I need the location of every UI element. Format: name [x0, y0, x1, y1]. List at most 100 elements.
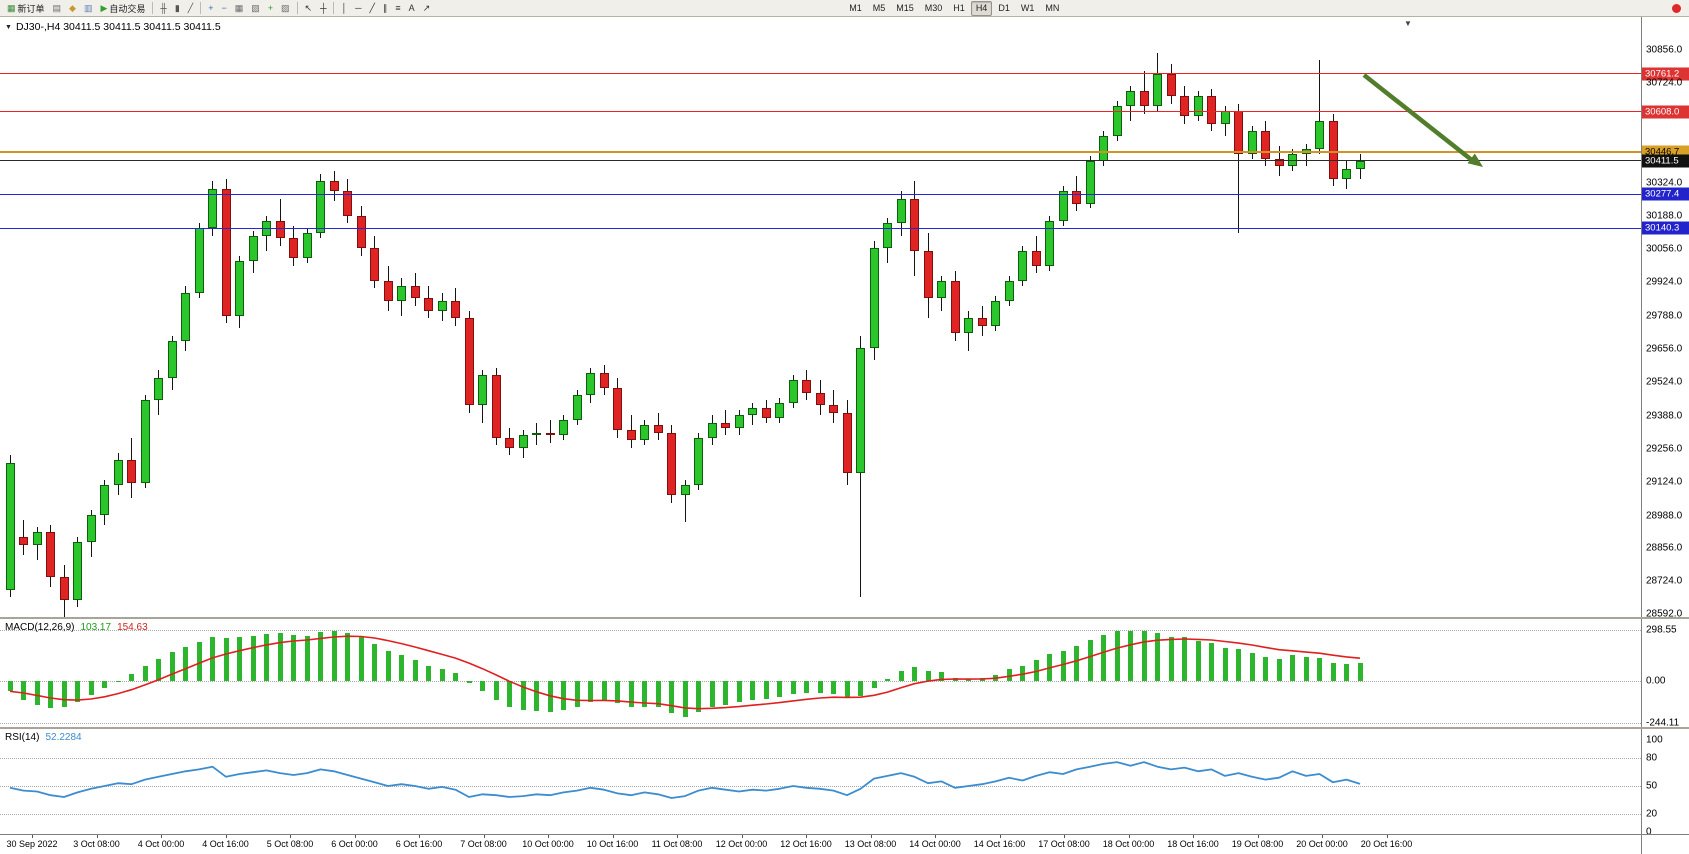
panel-splitter[interactable]: [0, 727, 1689, 729]
time-tick: [1128, 835, 1130, 838]
candle-body: [667, 432, 676, 496]
time-label: 10 Oct 16:00: [586, 839, 639, 849]
candle-wick: [1319, 60, 1320, 154]
hline-30411.5[interactable]: [0, 160, 1641, 162]
price-tick-label: 30324.0: [1646, 177, 1683, 189]
new-order-button[interactable]: ▦ 新订单: [3, 0, 49, 16]
macd-bar: [264, 633, 269, 681]
price-tick-label: 29124.0: [1646, 476, 1683, 488]
bar-chart-button[interactable]: ╫: [156, 0, 170, 16]
zoom-in-button[interactable]: +: [204, 0, 217, 16]
time-tick: [225, 835, 227, 838]
macd-bar: [61, 681, 67, 707]
price-tick-label: 30724.0: [1646, 77, 1683, 89]
time-tick: [935, 835, 936, 838]
candle-body: [1112, 106, 1122, 137]
crosshair-button[interactable]: ┼: [316, 0, 330, 16]
profiles-button[interactable]: ◆: [65, 0, 80, 16]
timeframe-m1-button[interactable]: M1: [849, 3, 862, 13]
toolbar-separator: [152, 2, 154, 14]
time-tick: [612, 835, 614, 838]
hline-30608.0[interactable]: [0, 111, 1641, 113]
tile-windows-button[interactable]: ▦: [231, 0, 248, 16]
arrows-button[interactable]: ↗: [419, 0, 435, 16]
candle-body: [235, 260, 244, 316]
candle-body: [842, 412, 852, 473]
macd-bar: [426, 665, 431, 681]
channel-button[interactable]: ∥: [379, 0, 392, 16]
price-tick-label: 30056.0: [1646, 243, 1683, 255]
macd-bar: [1155, 633, 1160, 681]
time-axis[interactable]: 30 Sep 2022 3 Oct 08:00 4 Oct 00:00 4 Oct 1…: [0, 835, 1641, 854]
timeframe-mn-button[interactable]: MN: [1045, 3, 1060, 13]
hline-30277.4[interactable]: [0, 193, 1641, 195]
trendline-button[interactable]: ╱: [365, 0, 378, 16]
new-order-button-label: 新订单: [17, 3, 45, 14]
rsi-level-line: [0, 758, 1641, 760]
candle-body: [140, 400, 150, 483]
indicators-button[interactable]: +: [264, 0, 277, 16]
macd-bar: [169, 651, 175, 681]
data-window-button[interactable]: ▥: [80, 0, 97, 16]
text-button[interactable]: A: [405, 0, 419, 16]
candle-body: [451, 300, 460, 319]
zoom-out-button[interactable]: −: [217, 0, 230, 16]
rsi-axis-label: 0: [1646, 826, 1652, 838]
timeframe-w1-button[interactable]: W1: [1020, 3, 1035, 13]
time-label: 17 Oct 08:00: [1038, 839, 1090, 849]
timeframe-m15-button[interactable]: M15: [896, 3, 914, 13]
timeframe-h4-button[interactable]: H4: [970, 0, 993, 16]
candlestick-chart-button[interactable]: ▮: [171, 0, 184, 16]
zoom-in-icon: +: [208, 2, 214, 13]
cursor-button[interactable]: ↖: [301, 0, 317, 16]
candle-body: [653, 425, 663, 433]
time-label: 6 Oct 00:00: [331, 839, 378, 849]
autotrading-button[interactable]: ▶ 自动交易: [96, 0, 149, 16]
candle-body: [640, 425, 649, 441]
vertical-line-button[interactable]: │: [337, 0, 351, 16]
macd-bar: [709, 681, 715, 707]
candle-body: [167, 340, 177, 378]
horizontal-line-button[interactable]: ─: [351, 0, 365, 16]
macd-bar: [1087, 639, 1093, 681]
timeframe-m30-button[interactable]: M30: [924, 3, 943, 13]
tile-windows-icon: ▦: [234, 2, 244, 13]
time-label: 5 Oct 08:00: [266, 839, 314, 849]
timeframe-m5-button[interactable]: M5: [872, 3, 886, 13]
macd-bar: [1047, 653, 1052, 681]
price-tick-label: 29656.0: [1646, 343, 1683, 355]
hline-30140.3[interactable]: [0, 227, 1641, 229]
timeframe-h1-button[interactable]: H1: [953, 3, 965, 13]
templates-icon: ▨: [281, 2, 290, 13]
time-tick: [290, 835, 291, 838]
charts-button[interactable]: ▤: [49, 0, 66, 16]
time-label: 3 Oct 08:00: [73, 839, 120, 849]
hline-30761.2[interactable]: [0, 73, 1641, 75]
candle-body: [316, 181, 325, 234]
hline-30446.7[interactable]: [0, 150, 1641, 153]
rsi-axis-label: 80: [1646, 752, 1658, 764]
symbol-dropdown-icon[interactable]: ▼: [5, 23, 12, 31]
macd-bar: [1222, 647, 1228, 681]
candle-body: [113, 460, 123, 486]
macd-bar: [1209, 642, 1214, 681]
templates-button[interactable]: ▨: [277, 0, 294, 16]
macd-bar: [979, 678, 985, 681]
time-tick: [870, 835, 872, 838]
timeframe-d1-button[interactable]: D1: [998, 3, 1010, 13]
alert-icon[interactable]: [1672, 3, 1681, 13]
timeframe-toolbar: M1 M5 M15 M30 H1 H4 D1 W1 MN: [844, 0, 1064, 16]
zoom-out-icon: −: [221, 2, 227, 13]
price-axis[interactable]: 30761.2 30608.0 30446.7 30411.5 30277.4 30140…: [1641, 17, 1689, 854]
auto-arrange-button[interactable]: ▧: [247, 0, 264, 16]
candle-body: [302, 233, 312, 259]
price-tick-label: 30856.0: [1646, 44, 1683, 56]
panel-splitter[interactable]: [0, 617, 1689, 619]
candle-body: [491, 375, 501, 438]
candle-body: [991, 300, 1000, 326]
macd-bar: [993, 675, 998, 681]
line-chart-button[interactable]: ╱: [184, 0, 197, 16]
fibonacci-button[interactable]: ≡: [391, 0, 404, 16]
arrows-icon: ↗: [422, 2, 431, 13]
